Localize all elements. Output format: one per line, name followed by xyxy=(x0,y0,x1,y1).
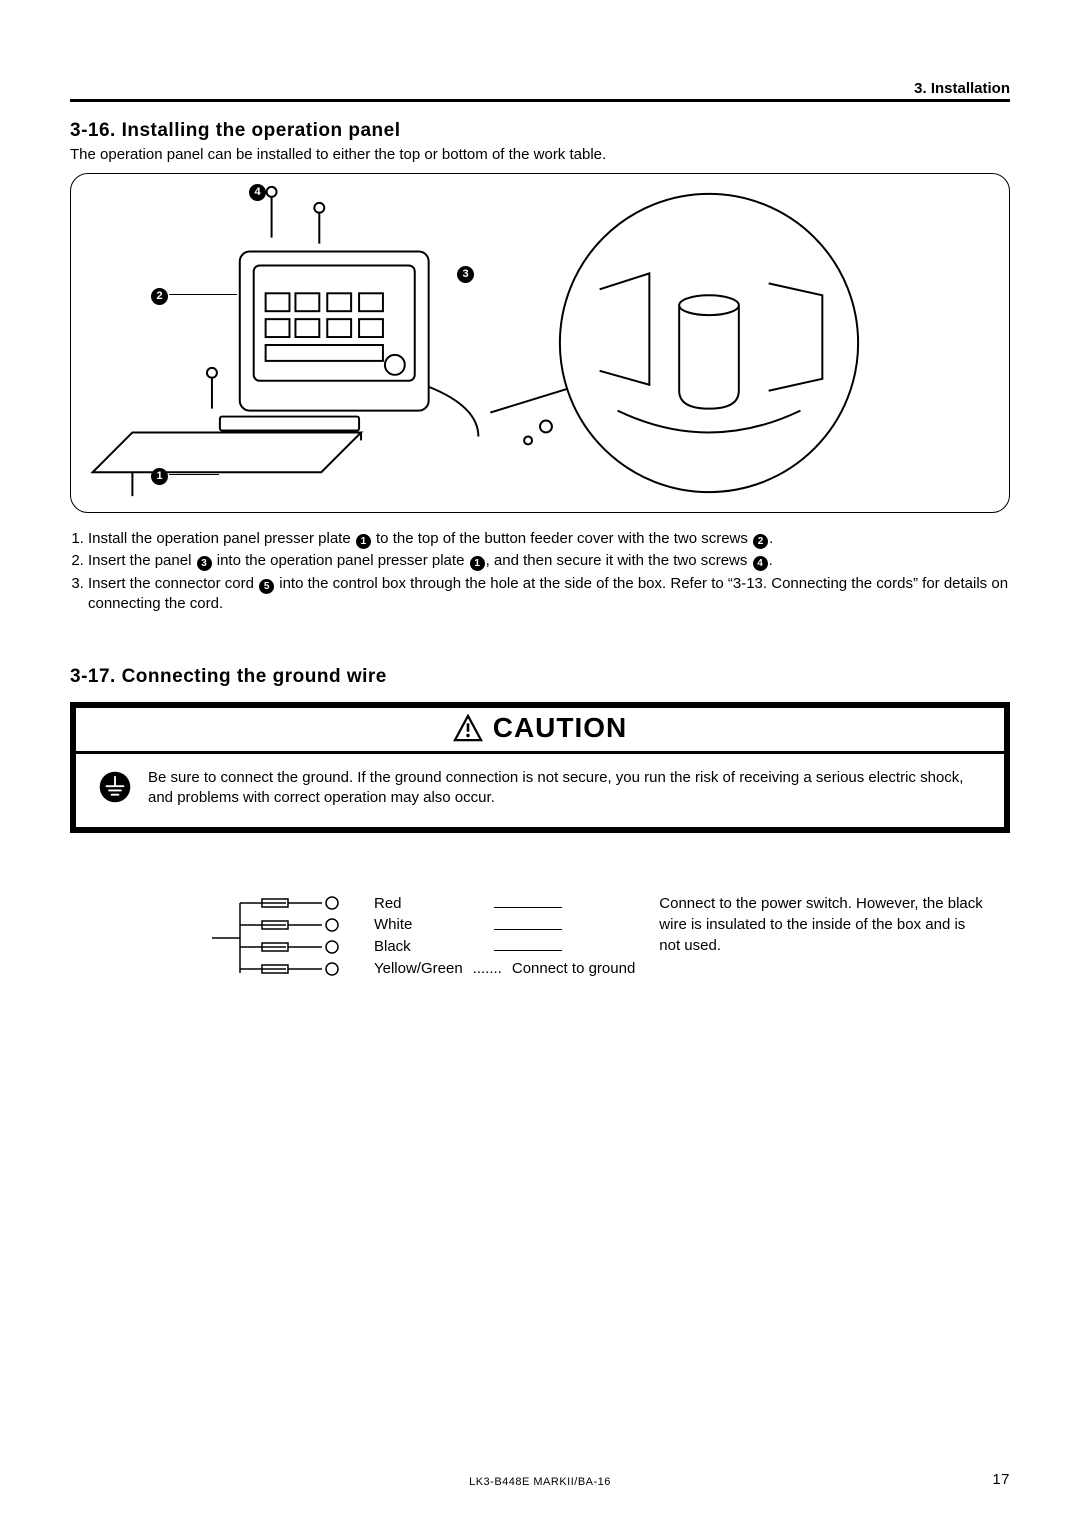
figure-316: 4 3 2 1 xyxy=(70,173,1010,513)
step-2: Insert the panel 3 into the operation pa… xyxy=(88,551,1010,571)
callout-4: 4 xyxy=(249,182,266,201)
wire-yg-dots: ....... xyxy=(473,958,502,980)
step-text: into the operation panel presser plate xyxy=(213,552,469,569)
wire-red: Red xyxy=(374,893,484,915)
step-text: . xyxy=(769,552,773,569)
footer-docid: LK3-B448E MARKII/BA-16 xyxy=(70,1476,1010,1488)
ref-4-icon: 4 xyxy=(753,556,768,571)
wire-note: Connect to the power switch. However, th… xyxy=(659,893,989,956)
wiring-figure: Red White Black Yellow/Green ....... Con… xyxy=(70,893,1010,983)
step-text: to the top of the button feeder cover wi… xyxy=(372,530,752,547)
steps-316: Install the operation panel presser plat… xyxy=(88,529,1010,614)
figure-316-svg xyxy=(71,174,1009,512)
ref-1-icon: 1 xyxy=(356,534,371,549)
dash-line xyxy=(494,950,562,951)
section-317-title: 3-17. Connecting the ground wire xyxy=(70,666,1010,688)
step-text: Install the operation panel presser plat… xyxy=(88,530,355,547)
ref-2-icon: 2 xyxy=(753,534,768,549)
lead-line xyxy=(169,474,219,475)
callout-2: 2 xyxy=(151,286,168,305)
step-text: Insert the connector cord xyxy=(88,575,258,592)
step-1: Install the operation panel presser plat… xyxy=(88,529,1010,549)
warning-triangle-icon xyxy=(453,714,483,742)
dash-line xyxy=(494,907,562,908)
dash-line xyxy=(494,929,562,930)
ref-5-icon: 5 xyxy=(259,579,274,594)
callout-3: 3 xyxy=(457,264,474,283)
section-316-lead: The operation panel can be installed to … xyxy=(70,146,1010,163)
step-3: Insert the connector cord 5 into the con… xyxy=(88,574,1010,615)
caution-text: Be sure to connect the ground. If the gr… xyxy=(148,768,982,809)
section-316-title: 3-16. Installing the operation panel xyxy=(70,120,1010,142)
chapter-header: 3. Installation xyxy=(70,80,1010,97)
wire-white: White xyxy=(374,914,484,936)
step-text: , and then secure it with the two screws xyxy=(486,552,752,569)
caution-header: CAUTION xyxy=(76,708,1004,747)
ground-icon xyxy=(98,770,132,804)
wiring-svg xyxy=(210,893,350,983)
page-footer: LK3-B448E MARKII/BA-16 17 xyxy=(70,1476,1010,1488)
caution-box: CAUTION Be sure to connect the ground. I… xyxy=(70,702,1010,833)
step-text: Insert the panel xyxy=(88,552,196,569)
wire-yg-note: Connect to ground xyxy=(512,958,635,980)
ref-1-icon: 1 xyxy=(470,556,485,571)
ref-3-icon: 3 xyxy=(197,556,212,571)
wire-yg: Yellow/Green xyxy=(374,958,463,980)
caution-label: CAUTION xyxy=(493,712,628,744)
callout-1: 1 xyxy=(151,466,168,485)
footer-page-number: 17 xyxy=(992,1471,1010,1488)
wire-labels: Red White Black Yellow/Green ....... Con… xyxy=(374,893,635,980)
lead-line xyxy=(169,294,237,295)
step-text: . xyxy=(769,530,773,547)
header-rule xyxy=(70,99,1010,102)
wire-black: Black xyxy=(374,936,484,958)
